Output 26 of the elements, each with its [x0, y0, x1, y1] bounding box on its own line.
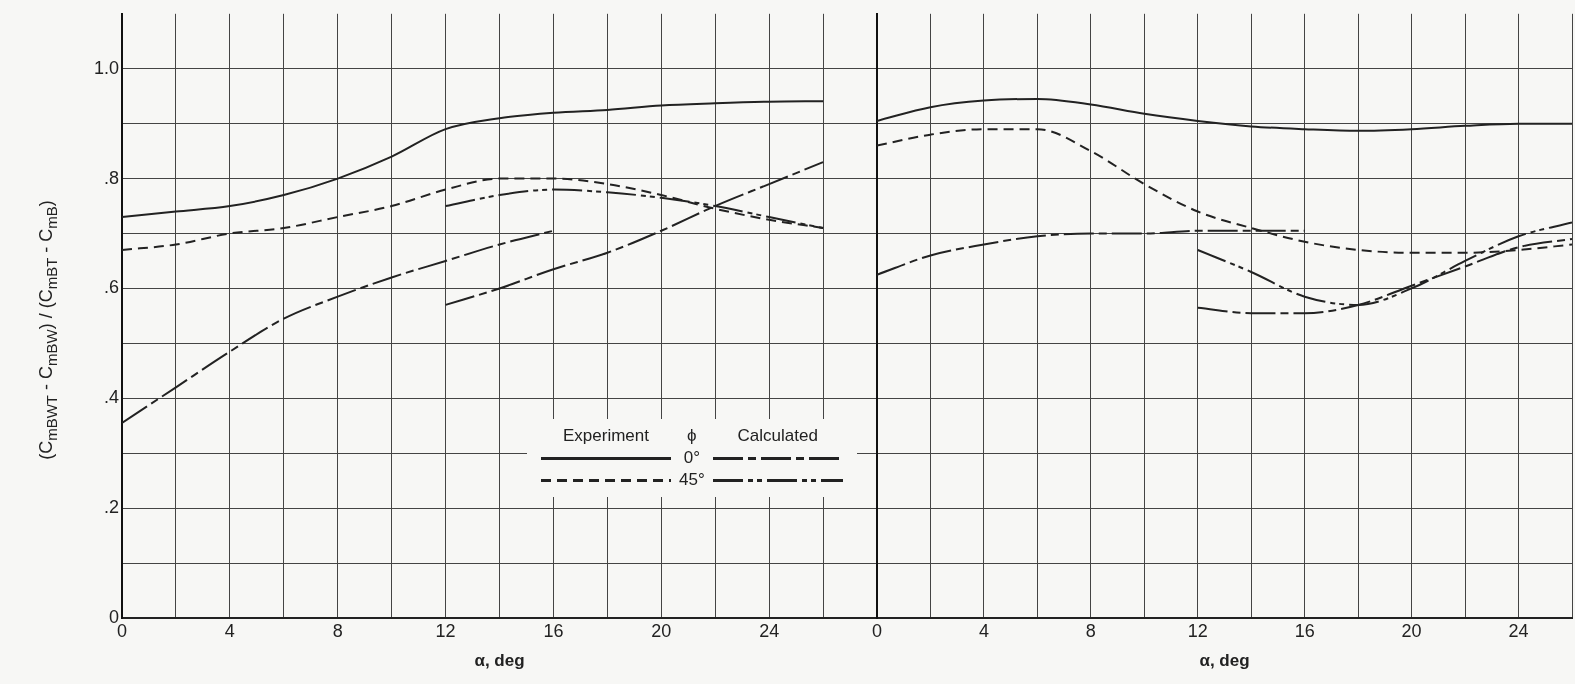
x-axis-title: α, deg — [474, 651, 525, 671]
x-tick-label: 8 — [1085, 620, 1096, 641]
x-tick-label: 16 — [1294, 620, 1315, 641]
annotation: Calculated — [736, 425, 819, 448]
y-tick-label: .8 — [103, 167, 119, 188]
legend-label: 0° — [682, 447, 701, 470]
legend-title: ϕ — [686, 425, 698, 448]
x-tick-label: 4 — [224, 620, 235, 641]
x-tick-label: 12 — [1187, 620, 1208, 641]
x-tick-label: 8 — [332, 620, 343, 641]
x-tick-label: 0 — [871, 620, 883, 641]
x-tick-label: 24 — [1508, 620, 1529, 641]
annotation: Experiment — [562, 425, 650, 448]
x-tick-label: 16 — [543, 620, 564, 641]
y-tick-label: 0 — [108, 606, 119, 627]
y-tick-label: .4 — [103, 387, 119, 408]
x-axis-title: α, deg — [1199, 651, 1250, 671]
x-tick-label: 24 — [759, 620, 780, 641]
y-tick-label: .2 — [103, 497, 119, 518]
x-tick-label: 12 — [435, 620, 456, 641]
x-tick-label: 4 — [978, 620, 989, 641]
y-tick-label: .6 — [103, 277, 119, 298]
legend-label: 45° — [678, 469, 706, 492]
x-tick-label: 20 — [1401, 620, 1422, 641]
x-tick-label: 20 — [651, 620, 672, 641]
y-tick-label: 1.0 — [93, 57, 119, 78]
